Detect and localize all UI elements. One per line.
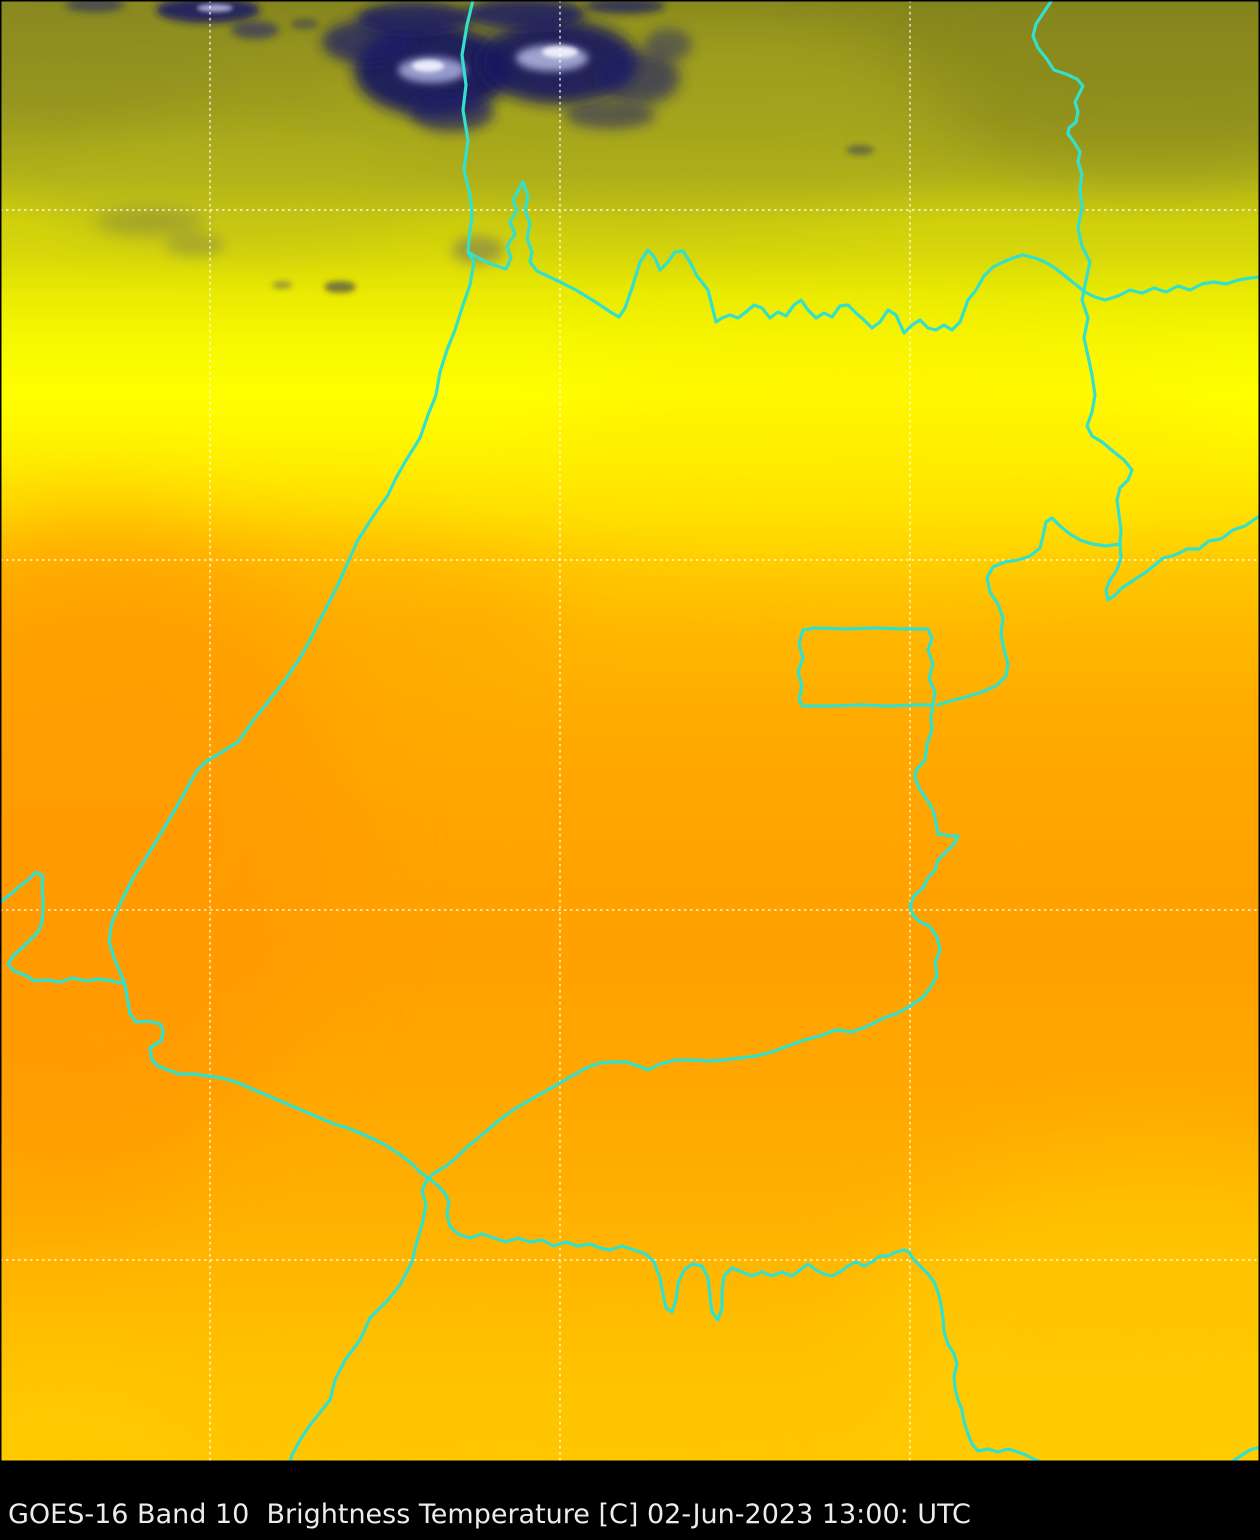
cloud-fleck-2 (291, 18, 319, 30)
border-diagonal-nw-from-junction (123, 982, 430, 1180)
border-south-border-to-bottom (288, 1176, 430, 1462)
map-area (0, 0, 1260, 1462)
cloud-b-top-band (465, 0, 585, 30)
gray-smudge-3 (452, 236, 504, 264)
cloud-b-east-wisp (644, 29, 692, 61)
border-rectangle-boundary (796, 626, 937, 708)
caption-bar: GOES-16 Band 10 Brightness Temperature [… (0, 1462, 1260, 1540)
border-river-border-nw (107, 0, 476, 986)
dark-dot-1 (324, 281, 356, 293)
cloud-top-layer (65, 0, 874, 155)
border-east-border-north (1031, 0, 1134, 546)
cloud-b-east-curl (600, 52, 680, 104)
cloud-a-top-band (357, 2, 473, 34)
border-west-peninsula-border (0, 870, 127, 986)
light-yellow-tongue (550, 340, 1210, 560)
olive-patch-left (40, 130, 440, 250)
cloud-topedge-2 (231, 21, 279, 39)
cloud-a-south-tail (410, 92, 494, 132)
border-east-border-west-branch (936, 516, 1122, 707)
border-east-border-ne-branch (1104, 514, 1260, 602)
cloud-topedge-1-core (197, 4, 233, 12)
border-spike-and-zigzag-border (466, 180, 1260, 335)
light-band-bottom (0, 1340, 1260, 1462)
satellite-map (0, 0, 1260, 1462)
geographic-border-lines (0, 0, 1260, 1462)
cloud-topedge-4 (585, 0, 665, 14)
deep-orange-left-low (0, 920, 220, 1240)
cloud-b-south-filament (565, 101, 655, 129)
cloud-b-bright-core (542, 46, 578, 58)
dark-dot-2 (272, 281, 292, 289)
gray-smudge-2 (165, 233, 225, 257)
cloud-topedge-3 (65, 0, 125, 12)
caption-text: GOES-16 Band 10 Brightness Temperature [… (8, 1498, 971, 1530)
gray-smudge-1 (95, 208, 205, 236)
olive-dark-top-left (0, 0, 240, 120)
temperature-patches (0, 0, 1260, 1462)
cloud-fleck-1 (846, 145, 874, 155)
latlon-gridlines (0, 0, 1260, 1462)
cloud-a-bright-core (412, 60, 444, 72)
border-south-from-rectangle (426, 703, 960, 1180)
border-east-wiggly-border-south (426, 1176, 1042, 1462)
border-corner-squiggle-se (1230, 1445, 1260, 1462)
